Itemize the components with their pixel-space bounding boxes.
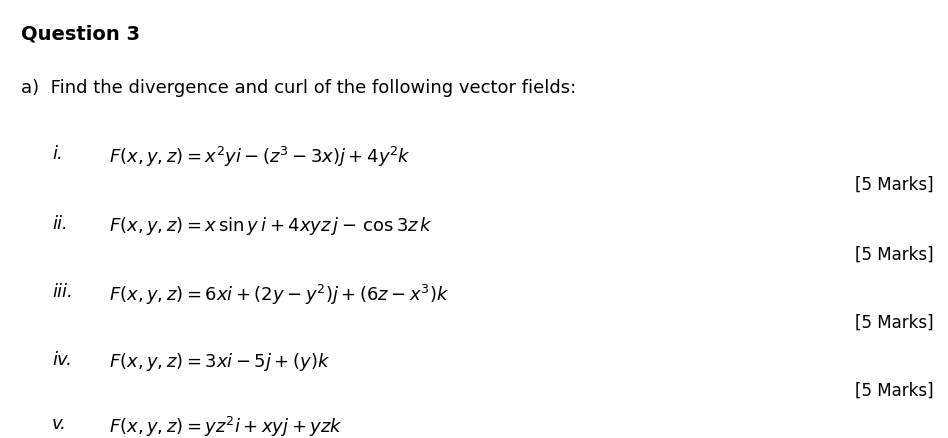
Text: [5 Marks]: [5 Marks] (855, 175, 934, 193)
Text: $F(x, y, z) = yz^2i + xyj + yzk$: $F(x, y, z) = yz^2i + xyj + yzk$ (109, 414, 343, 438)
Text: i.: i. (52, 145, 63, 162)
Text: v.: v. (52, 414, 67, 432)
Text: a)  Find the divergence and curl of the following vector fields:: a) Find the divergence and curl of the f… (21, 79, 576, 97)
Text: iii.: iii. (52, 283, 73, 300)
Text: iv.: iv. (52, 350, 72, 368)
Text: $F(x, y, z) = x\,\mathrm{sin}\,y\,i + 4xyz\,j -\,\mathrm{cos}\,3z\,k$: $F(x, y, z) = x\,\mathrm{sin}\,y\,i + 4x… (109, 215, 433, 237)
Text: $F(x, y, z) = 3xi - 5j + (y)k$: $F(x, y, z) = 3xi - 5j + (y)k$ (109, 350, 330, 372)
Text: [5 Marks]: [5 Marks] (855, 245, 934, 263)
Text: ii.: ii. (52, 215, 68, 233)
Text: [5 Marks]: [5 Marks] (855, 381, 934, 399)
Text: $F(x, y, z) = 6xi + (2y - y^2)j + (6z - x^3)k$: $F(x, y, z) = 6xi + (2y - y^2)j + (6z - … (109, 283, 449, 307)
Text: $F(x, y, z) = x^2yi - (z^3 - 3x)j + 4y^2k$: $F(x, y, z) = x^2yi - (z^3 - 3x)j + 4y^2… (109, 145, 411, 169)
Text: Question 3: Question 3 (21, 24, 140, 43)
Text: [5 Marks]: [5 Marks] (855, 313, 934, 331)
